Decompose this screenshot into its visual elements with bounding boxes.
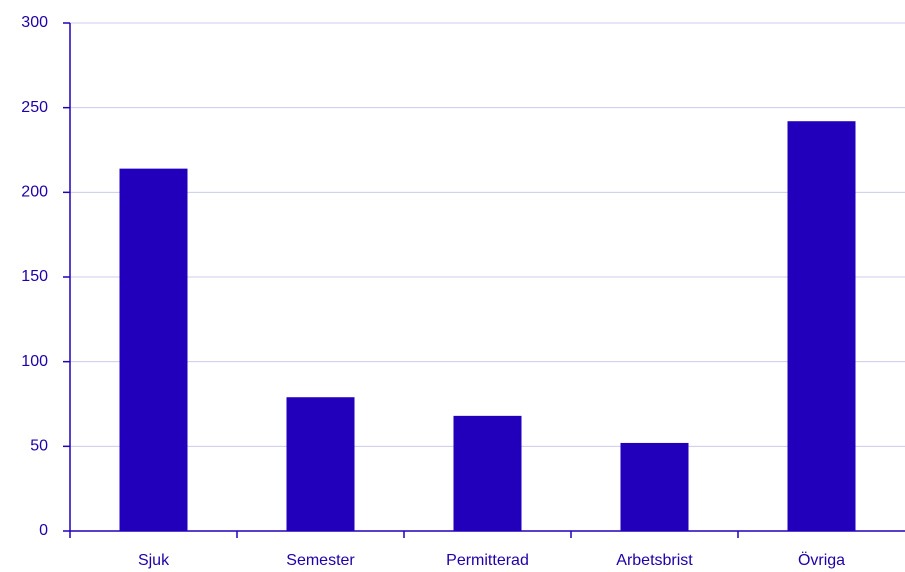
- y-tick-label: 150: [21, 268, 48, 285]
- y-tick-label: 300: [21, 14, 48, 31]
- bar: [453, 415, 522, 531]
- y-tick-label: 0: [39, 522, 48, 539]
- x-tick-label: Övriga: [798, 551, 845, 569]
- bar: [286, 397, 355, 531]
- x-tick-label: Arbetsbrist: [616, 552, 693, 569]
- y-tick-label: 50: [30, 438, 48, 455]
- x-tick-label: Semester: [286, 552, 355, 569]
- bar: [787, 121, 856, 532]
- bar: [620, 442, 689, 531]
- x-tick-label: Sjuk: [138, 552, 170, 569]
- bar: [119, 168, 188, 532]
- x-tick-label: Permitterad: [446, 552, 529, 569]
- y-tick-label: 100: [21, 353, 48, 370]
- y-tick-label: 200: [21, 184, 48, 201]
- y-tick-label: 250: [21, 99, 48, 116]
